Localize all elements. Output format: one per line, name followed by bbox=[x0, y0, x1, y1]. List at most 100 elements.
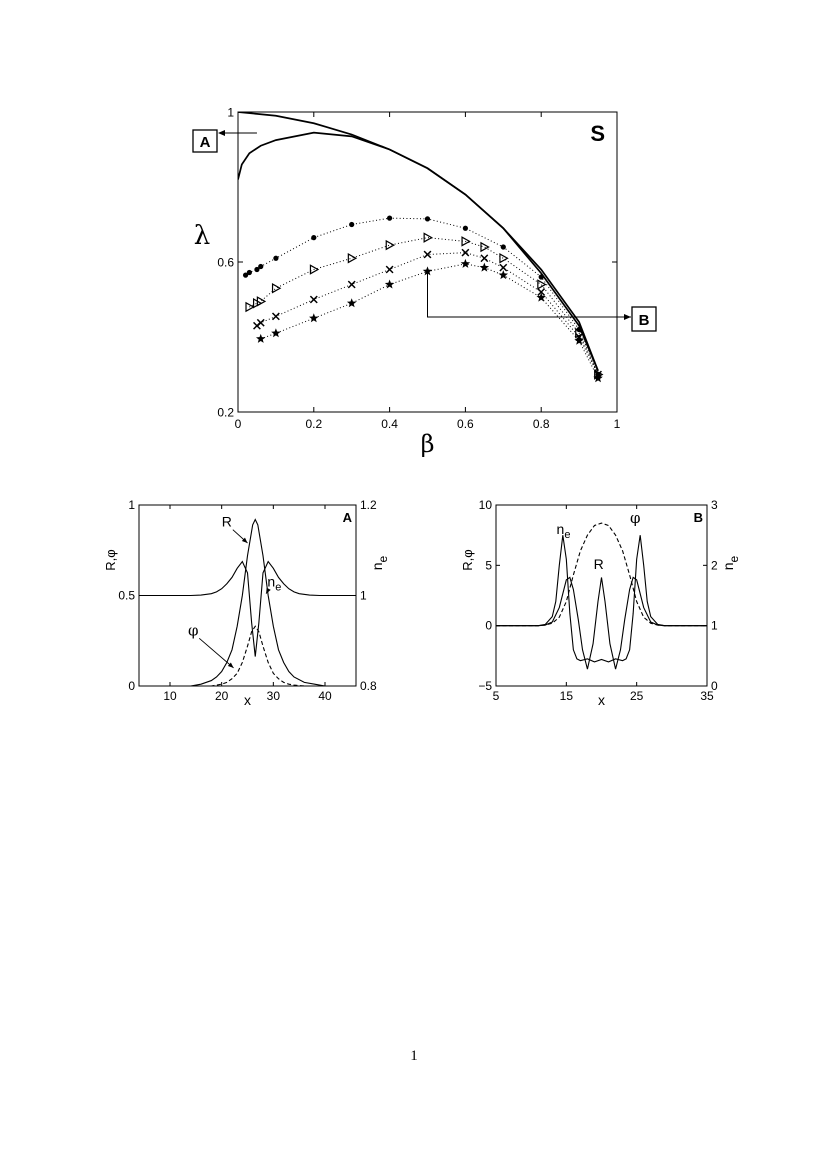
y-right-tick-label: 0 bbox=[711, 679, 718, 693]
y-right-tick-label: 1 bbox=[360, 588, 367, 602]
series-line-1 bbox=[238, 112, 599, 372]
y-tick-label: 0 bbox=[485, 619, 492, 633]
x-axis-label: x bbox=[244, 692, 251, 708]
series-line-R bbox=[139, 518, 356, 686]
data-point-star bbox=[574, 335, 584, 345]
curve-label: ne bbox=[267, 573, 281, 593]
y-tick-label: 0.2 bbox=[217, 406, 234, 420]
y-right-axis-label-main: n bbox=[720, 562, 736, 570]
curve-label: φ bbox=[188, 621, 199, 639]
data-point-dot bbox=[462, 225, 468, 231]
data-point-cross bbox=[537, 288, 546, 296]
data-point-triangle bbox=[499, 253, 509, 264]
arrow-head bbox=[241, 537, 248, 544]
y-axis-label: R,φ bbox=[103, 549, 118, 570]
series-line-n_e bbox=[496, 535, 707, 663]
curve-label: ne bbox=[557, 521, 571, 541]
data-point-triangle bbox=[309, 264, 320, 275]
curve-label-text: φ bbox=[630, 509, 641, 527]
y-right-tick-label: 1 bbox=[711, 619, 718, 633]
series-group bbox=[139, 518, 356, 686]
curve-label-text: n bbox=[267, 573, 275, 589]
arrow-head bbox=[227, 662, 234, 668]
annotation-box-A bbox=[192, 129, 218, 153]
y-tick-label: 5 bbox=[485, 558, 492, 572]
data-point-triangle bbox=[537, 279, 547, 290]
y-tick-label: 0.5 bbox=[118, 588, 135, 602]
data-point-star bbox=[498, 270, 509, 280]
curve-label-sub: e bbox=[275, 581, 281, 593]
data-point-triangle bbox=[245, 301, 255, 313]
x-tick-label: 30 bbox=[267, 689, 281, 703]
data-point-cross bbox=[256, 318, 265, 327]
axes-frame bbox=[495, 504, 708, 687]
data-point-triangle bbox=[347, 253, 358, 264]
series-line-φ bbox=[496, 522, 707, 627]
panel-label: S bbox=[590, 121, 605, 146]
curve-label: R bbox=[594, 556, 604, 572]
data-point-star bbox=[346, 298, 357, 308]
page-number: 1 bbox=[410, 1048, 418, 1064]
panel-label: A bbox=[343, 510, 353, 525]
x-tick-label: 25 bbox=[630, 689, 644, 703]
x-tick-label: 0 bbox=[235, 417, 242, 431]
data-point-cross bbox=[461, 248, 470, 257]
y-right-tick-label: 2 bbox=[711, 558, 718, 572]
data-point-star bbox=[309, 313, 319, 323]
series-line-n_e bbox=[139, 560, 356, 657]
curve-label-text: R bbox=[222, 514, 232, 530]
data-point-dot bbox=[424, 216, 431, 222]
data-point-dot bbox=[242, 272, 249, 278]
annotation-arrow-B bbox=[427, 269, 631, 318]
x-tick-label: 1 bbox=[614, 417, 621, 431]
arrow-head bbox=[266, 587, 271, 594]
data-point-cross bbox=[271, 312, 280, 321]
y-right-tick-label: 3 bbox=[711, 498, 718, 512]
y-tick-label: 1 bbox=[227, 106, 234, 120]
x-axis-label: β bbox=[421, 430, 435, 458]
panel-label: B bbox=[694, 510, 703, 525]
data-point-cross bbox=[309, 295, 318, 304]
data-point-triangle bbox=[461, 236, 471, 247]
y-tick-label: 0 bbox=[128, 679, 135, 693]
y-axis-label: R,φ bbox=[460, 549, 475, 570]
data-point-star bbox=[536, 292, 546, 302]
data-point-dot bbox=[311, 235, 317, 241]
data-point-dot bbox=[254, 266, 260, 273]
x-tick-label: 10 bbox=[163, 689, 177, 703]
curve-label: R bbox=[222, 514, 232, 530]
series-line-4 bbox=[249, 237, 599, 375]
data-point-star bbox=[460, 258, 471, 268]
data-point-dot bbox=[246, 269, 252, 276]
data-point-dot bbox=[273, 255, 279, 261]
x-tick-label: 0.6 bbox=[457, 417, 474, 431]
data-point-triangle bbox=[256, 296, 267, 307]
data-point-star bbox=[593, 373, 603, 383]
arrow-head bbox=[624, 314, 631, 320]
curve-label-text: φ bbox=[188, 621, 199, 639]
y-right-axis-label-sub: e bbox=[727, 555, 741, 562]
data-point-dot bbox=[538, 274, 544, 280]
data-point-triangle bbox=[423, 232, 433, 243]
curve-label: φ bbox=[630, 509, 641, 527]
annotation-label-A: A bbox=[200, 134, 211, 151]
x-tick-label: 0.2 bbox=[305, 417, 322, 431]
y-tick-label: 1 bbox=[128, 498, 135, 512]
x-tick-label: 35 bbox=[700, 689, 714, 703]
y-tick-label: 10 bbox=[479, 498, 493, 512]
series-group bbox=[496, 522, 707, 670]
x-tick-label: 0.4 bbox=[381, 417, 398, 431]
x-tick-label: 15 bbox=[560, 689, 574, 703]
series-line-φ bbox=[139, 625, 356, 686]
y-right-axis-label-main: n bbox=[369, 562, 385, 570]
series-line-R bbox=[496, 576, 707, 670]
data-point-star bbox=[255, 333, 266, 343]
x-tick-label: 0.8 bbox=[533, 417, 550, 431]
data-point-triangle bbox=[575, 328, 585, 339]
y-tick-label: 0.6 bbox=[217, 256, 234, 270]
data-point-triangle bbox=[480, 241, 490, 253]
